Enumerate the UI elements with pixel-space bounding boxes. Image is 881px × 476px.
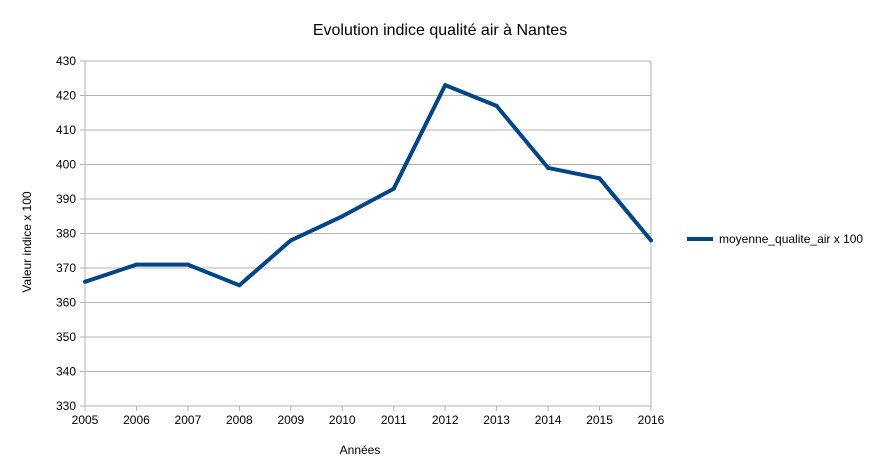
data-point (83, 279, 87, 284)
data-point (288, 238, 293, 243)
x-tick-label: 2005 (72, 413, 99, 427)
x-tick-label: 2011 (381, 413, 407, 427)
x-axis-label: Années (340, 443, 381, 457)
y-axis-ticks: 330 340 350 360 370 380 390 400 410 420 430 (56, 54, 76, 413)
data-point (391, 186, 396, 191)
data-point (546, 165, 551, 170)
y-tick-label: 390 (56, 192, 76, 206)
data-point (443, 83, 448, 88)
x-tick-label: 2009 (277, 413, 304, 427)
plot-axes (80, 60, 652, 411)
data-point (340, 214, 345, 219)
x-tick-label: 2010 (329, 413, 356, 427)
y-tick-label: 340 (56, 365, 76, 379)
x-tick-label: 2012 (432, 413, 459, 427)
y-tick-label: 430 (56, 54, 76, 68)
x-tick-label: 2014 (535, 413, 562, 427)
y-tick-label: 370 (56, 261, 76, 275)
y-tick-label: 350 (56, 330, 76, 344)
x-tick-label: 2007 (175, 413, 202, 427)
x-axis-ticks: 2005 2006 2007 2008 2009 2010 2011 2012 2013 2014… (72, 413, 665, 427)
legend: moyenne_qualite_air x 100 (687, 232, 863, 246)
data-point (597, 176, 602, 181)
y-tick-label: 410 (56, 123, 76, 137)
chart-title: Evolution indice qualité air à Nantes (313, 22, 567, 39)
x-tick-label: 2016 (638, 413, 665, 427)
y-tick-label: 400 (56, 158, 76, 172)
series-line (84, 83, 653, 288)
y-tick-label: 420 (56, 89, 76, 103)
legend-label: moyenne_qualite_air x 100 (719, 232, 863, 246)
y-tick-label: 380 (56, 227, 76, 241)
data-point (494, 103, 499, 108)
x-tick-label: 2006 (123, 413, 150, 427)
data-point (134, 262, 139, 267)
x-tick-label: 2015 (586, 413, 613, 427)
data-point (185, 262, 190, 267)
y-tick-label: 330 (56, 399, 76, 413)
gridlines (85, 60, 651, 407)
x-tick-label: 2013 (483, 413, 510, 427)
x-tick-label: 2008 (226, 413, 253, 427)
data-point (237, 283, 242, 288)
y-tick-label: 360 (56, 296, 76, 310)
y-axis-label: Valeur indice x 100 (20, 191, 34, 293)
data-point (649, 238, 653, 243)
series-lines (83, 83, 653, 288)
